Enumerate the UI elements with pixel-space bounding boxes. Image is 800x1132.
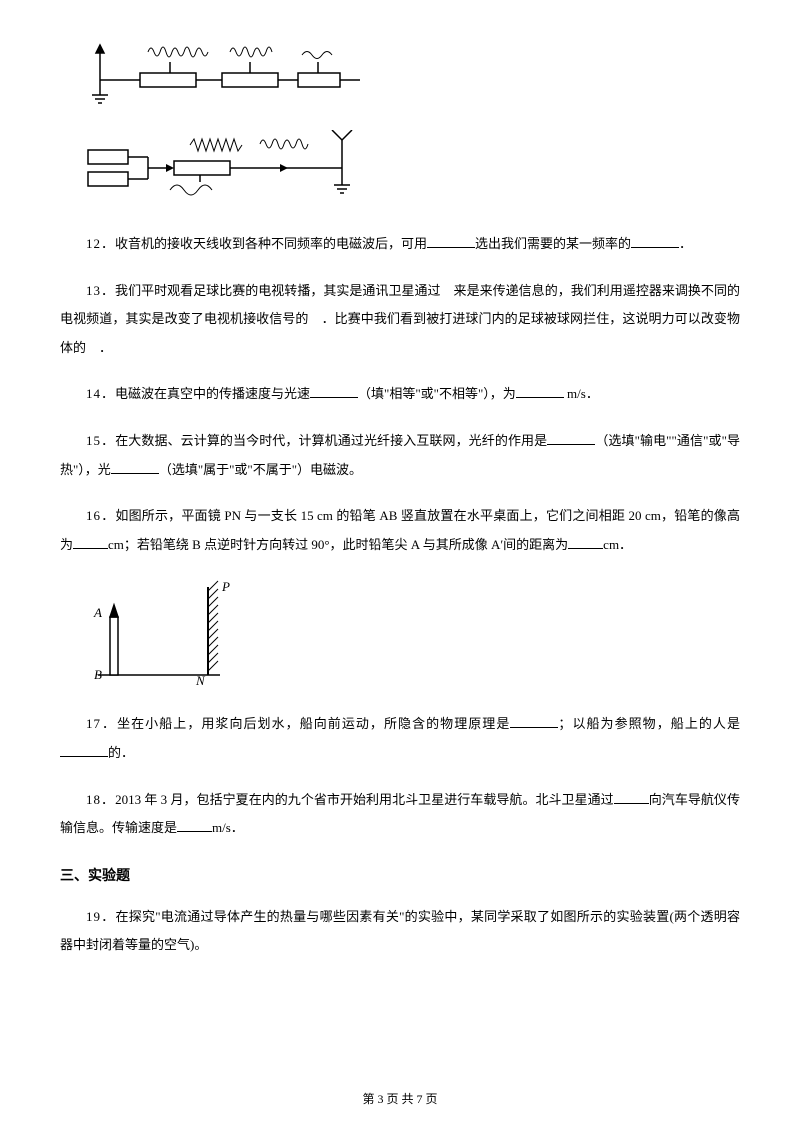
mirror-diagram: A B P N (80, 577, 740, 692)
q14-unit: m/s (567, 386, 586, 401)
question-17: 17．坐在小船上，用浆向后划水，船向前运动，所隐含的物理原理是 ；以船为参照物，船… (60, 710, 740, 767)
question-14: 14．电磁波在真空中的传播速度与光速 （填"相等"或"不相等"），为 m/s． (60, 380, 740, 409)
q13-text: 我们平时观看足球比赛的电视转播，其实是通讯卫星通过 来是来传递信息的，我们利用遥… (60, 283, 740, 355)
label-P: P (221, 579, 230, 594)
q14-text-b: （填"相等"或"不相等"），为 (358, 386, 516, 401)
q14-text-c: ． (586, 386, 599, 401)
circuit-diagram-bottom (70, 130, 740, 205)
q15-text-c: （选填"属于"或"不属于"）电磁波。 (159, 462, 362, 477)
q18-blank-1[interactable] (614, 790, 649, 804)
q14-blank-1[interactable] (310, 384, 358, 398)
q18-text-a: 2013 年 3 月，包括宁夏在内的九个省市开始利用北斗卫星进行车载导航。北斗卫… (115, 792, 614, 807)
mirror-svg: A B P N (80, 577, 250, 687)
receiver-circuit-svg (70, 40, 370, 105)
q17-text-b: ；以船为参照物，船上的人是 (558, 716, 740, 731)
question-18: 18．2013 年 3 月，包括宁夏在内的九个省市开始利用北斗卫星进行车载导航。… (60, 786, 740, 843)
question-15: 15．在大数据、云计算的当今时代，计算机通过光纤接入互联网，光纤的作用是 （选填"… (60, 427, 740, 484)
q12-text-c: ． (679, 236, 692, 251)
q14-text-a: 电磁波在真空中的传播速度与光速 (115, 386, 310, 401)
q17-num: 17． (86, 716, 117, 731)
q16-text-b: cm；若铅笔绕 B 点逆时针方向转过 90°，此时铅笔尖 A 与其所成像 A′间… (108, 537, 568, 552)
q17-text-c: 的． (108, 745, 134, 760)
q19-num: 19． (86, 909, 115, 924)
q12-blank-2[interactable] (631, 234, 679, 248)
question-13: 13．我们平时观看足球比赛的电视转播，其实是通讯卫星通过 来是来传递信息的，我们… (60, 277, 740, 363)
q18-blank-2[interactable] (177, 818, 212, 832)
q19-text: 在探究"电流通过导体产生的热量与哪些因素有关"的实验中，某同学采取了如图所示的实… (60, 909, 740, 953)
q15-num: 15． (86, 433, 115, 448)
q16-text-c: cm． (603, 537, 632, 552)
transmitter-circuit-svg (70, 130, 370, 205)
q16-blank-1[interactable] (73, 535, 108, 549)
q12-num: 12． (86, 236, 115, 251)
q16-blank-2[interactable] (568, 535, 603, 549)
q14-blank-2[interactable] (516, 384, 564, 398)
q15-blank-1[interactable] (547, 431, 595, 445)
q15-blank-2[interactable] (111, 460, 159, 474)
q13-num: 13． (86, 283, 115, 298)
q18-num: 18． (86, 792, 115, 807)
q12-text-b: 选出我们需要的某一频率的 (475, 236, 631, 251)
page-footer: 第 3 页 共 7 页 (0, 1090, 800, 1107)
q14-num: 14． (86, 386, 115, 401)
q17-blank-2[interactable] (60, 743, 108, 757)
question-12: 12．收音机的接收天线收到各种不同频率的电磁波后，可用 选出我们需要的某一频率的 ． (60, 230, 740, 259)
label-N: N (195, 673, 206, 687)
label-B: B (94, 667, 102, 682)
circuit-diagram-top (70, 40, 740, 105)
section-3-header: 三、实验题 (60, 865, 740, 885)
q17-text-a: 坐在小船上，用浆向后划水，船向前运动，所隐含的物理原理是 (117, 716, 510, 731)
q18-text-c: m/s． (212, 820, 244, 835)
question-19: 19．在探究"电流通过导体产生的热量与哪些因素有关"的实验中，某同学采取了如图所… (60, 903, 740, 960)
q12-blank-1[interactable] (427, 234, 475, 248)
q17-blank-1[interactable] (510, 714, 558, 728)
q16-num: 16． (86, 508, 115, 523)
q12-text-a: 收音机的接收天线收到各种不同频率的电磁波后，可用 (115, 236, 427, 251)
question-16: 16．如图所示，平面镜 PN 与一支长 15 cm 的铅笔 AB 竖直放置在水平… (60, 502, 740, 559)
label-A: A (93, 605, 102, 620)
q15-text-a: 在大数据、云计算的当今时代，计算机通过光纤接入互联网，光纤的作用是 (115, 433, 547, 448)
